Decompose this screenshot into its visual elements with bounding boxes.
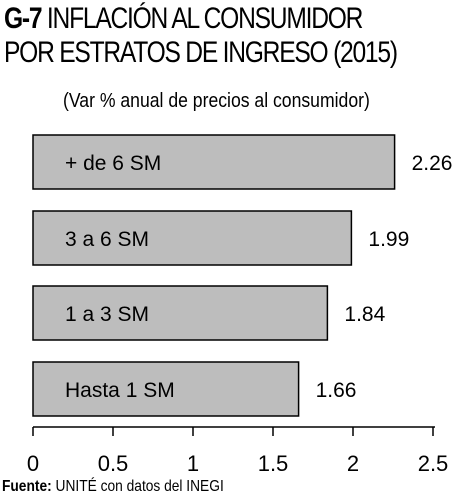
source-note: Fuente: UNITÉ con datos del INEGI xyxy=(2,478,224,496)
bar xyxy=(32,285,329,341)
bar-chart: + de 6 SM 2.26 3 a 6 SM 1.99 1 a 3 SM 1.84 Has… xyxy=(27,134,453,476)
source-text: UNITÉ con datos del INEGI xyxy=(55,478,224,495)
x-tick-label: 0.5 xyxy=(98,451,129,476)
bar-category-label: + de 6 SM xyxy=(65,152,161,175)
chart-subtitle: (Var % anual de precios al consumidor) xyxy=(63,90,370,112)
title-line-2: POR ESTRATOS DE INGRESO (2015) xyxy=(4,36,398,69)
chart-code: G-7 xyxy=(4,2,43,35)
x-tick-label: 2 xyxy=(347,451,359,476)
bar-category-label: 3 a 6 SM xyxy=(65,228,149,251)
chart-title: G-7 INFLACIÓN AL CONSUMIDOR POR ESTRATOS… xyxy=(4,2,398,70)
x-tick-label: 1.5 xyxy=(258,451,289,476)
bar-category-label: 1 a 3 SM xyxy=(65,303,149,326)
bar xyxy=(32,134,396,190)
bar-value-label: 2.26 xyxy=(412,152,453,175)
bar-value-label: 1.66 xyxy=(316,379,357,402)
title-line-1: INFLACIÓN AL CONSUMIDOR xyxy=(46,2,363,35)
bar xyxy=(32,361,300,417)
bar-value-label: 1.84 xyxy=(344,303,385,326)
x-tick-label: 0 xyxy=(27,451,39,476)
bar-value-label: 1.99 xyxy=(368,228,409,251)
bar-category-label: Hasta 1 SM xyxy=(65,379,175,402)
bar xyxy=(32,210,353,266)
source-label: Fuente: xyxy=(2,478,52,495)
x-tick-label: 2.5 xyxy=(418,451,449,476)
x-tick-label: 1 xyxy=(187,451,199,476)
